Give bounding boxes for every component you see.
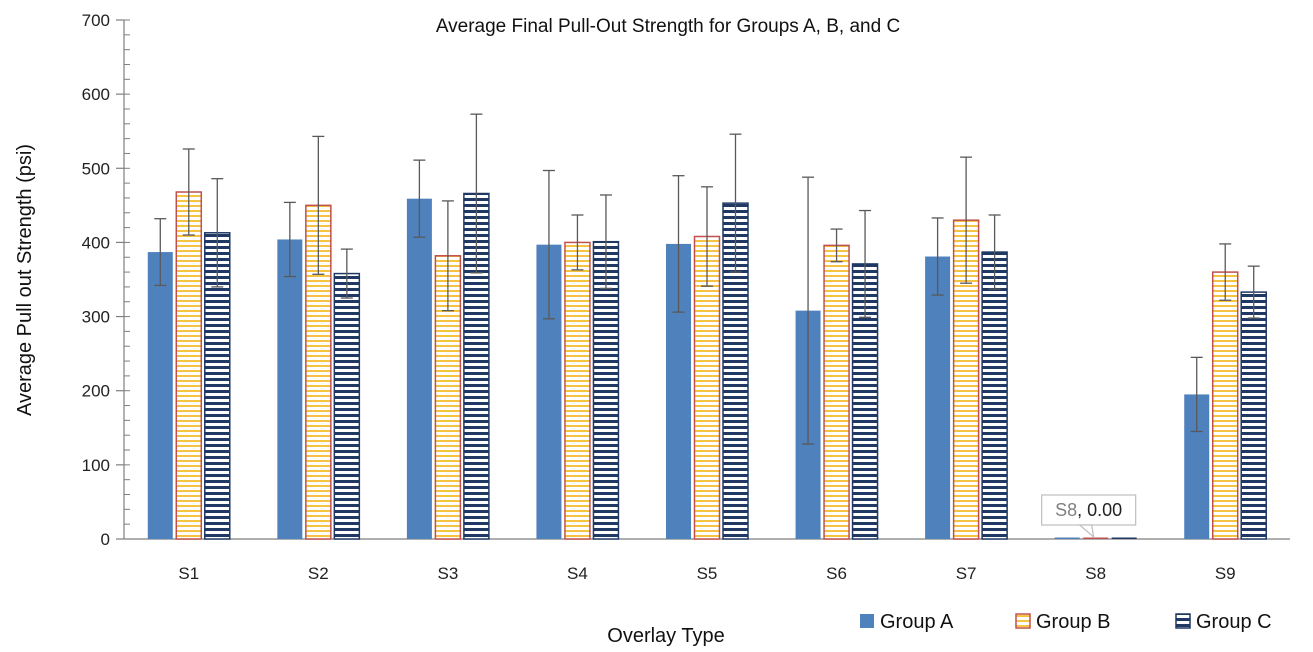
- y-tick-label: 100: [82, 456, 110, 475]
- bar: [564, 241, 591, 540]
- bar: [175, 191, 203, 540]
- bar: [981, 251, 1008, 540]
- y-axis: 0 100 200 300 400 500 600 700: [82, 11, 130, 549]
- y-tick-label: 700: [82, 11, 110, 30]
- bar: [1211, 271, 1239, 540]
- legend-label: Group A: [880, 611, 954, 633]
- y-axis-title: Average Pull out Strength (psi): [14, 144, 36, 416]
- callout-box: [1041, 494, 1137, 526]
- bar: [1054, 537, 1080, 539]
- y-tick-label: 0: [101, 530, 110, 549]
- legend: Group A Group B Group C: [860, 611, 1272, 633]
- x-tick-label: S7: [956, 564, 977, 583]
- legend-swatch: [1015, 613, 1031, 629]
- bar: [693, 235, 721, 540]
- error-bars: [154, 113, 1260, 445]
- data-callout: S8, 0.00: [1041, 494, 1137, 539]
- bar: [1111, 537, 1137, 539]
- callout-value: 0.00: [1087, 500, 1122, 520]
- bar: [406, 198, 432, 540]
- bars: [147, 191, 1267, 540]
- x-tick-label: S2: [308, 564, 329, 583]
- legend-swatch: [1175, 613, 1191, 629]
- legend-label: Group C: [1196, 611, 1272, 633]
- bar: [823, 244, 850, 540]
- callout-separator: ,: [1077, 500, 1087, 520]
- x-axis: S1 S2 S3 S4 S5 S6 S7 S8 S9: [124, 538, 1290, 583]
- y-tick-label: 300: [82, 308, 110, 327]
- y-tick-label: 400: [82, 233, 110, 252]
- bar: [1240, 291, 1267, 540]
- legend-label: Group B: [1036, 611, 1110, 633]
- callout-pointer: [1078, 524, 1095, 539]
- y-tick-label: 200: [82, 382, 110, 401]
- bar: [147, 252, 173, 539]
- bar: [277, 239, 303, 539]
- y-tick-label: 600: [82, 85, 110, 104]
- x-tick-label: S6: [826, 564, 847, 583]
- bar: [333, 272, 361, 540]
- y-tick-label: 500: [82, 159, 110, 178]
- callout-label: S8, 0.00: [1055, 500, 1122, 520]
- x-tick-label: S9: [1215, 564, 1236, 583]
- x-axis-title: Overlay Type: [607, 625, 724, 647]
- chart-title: Average Final Pull-Out Strength for Grou…: [436, 16, 900, 37]
- bar: [1083, 537, 1109, 539]
- callout-category: S8: [1055, 500, 1077, 520]
- x-tick-label: S1: [178, 564, 199, 583]
- x-tick-label: S3: [437, 564, 458, 583]
- legend-swatch: [860, 614, 874, 628]
- bar: [925, 256, 951, 539]
- x-tick-label: S5: [697, 564, 718, 583]
- x-tick-label: S4: [567, 564, 588, 583]
- x-tick-label: S8: [1085, 564, 1106, 583]
